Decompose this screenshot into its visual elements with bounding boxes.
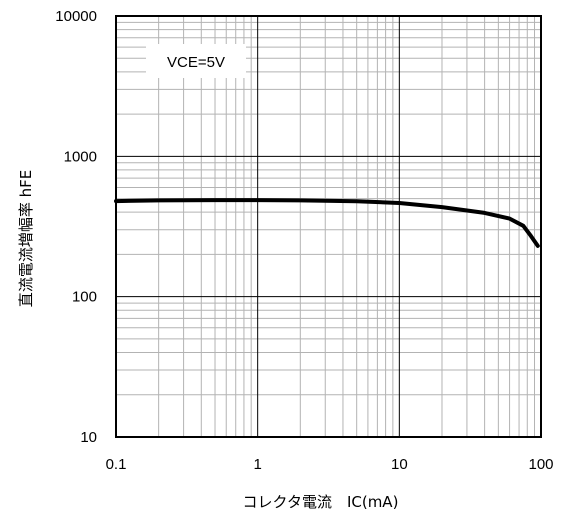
series-layer xyxy=(114,198,540,248)
annotation-label: VCE=5V xyxy=(167,54,225,71)
y-tick-label: 100 xyxy=(72,289,97,306)
plot-frame xyxy=(115,15,542,438)
x-axis-label: コレクタ電流 IC(mA) xyxy=(243,493,399,511)
y-tick-label: 10000 xyxy=(55,8,97,25)
x-tick-label: 100 xyxy=(528,456,553,473)
annotation-box: VCE=5V xyxy=(146,44,246,78)
x-tick-label: 10 xyxy=(391,456,408,473)
y-tick-labels: 10 100 1000 10000 xyxy=(55,8,97,446)
y-axis-label: 直流電流増幅率 hFE xyxy=(17,170,35,307)
major-grid xyxy=(116,16,541,437)
y-tick-label: 10 xyxy=(80,429,97,446)
series-line xyxy=(114,198,540,248)
x-tick-label: 1 xyxy=(253,456,261,473)
x-tick-labels: 0.1 1 10 100 xyxy=(106,456,554,473)
minor-grid xyxy=(116,16,541,437)
x-tick-label: 0.1 xyxy=(106,456,127,473)
y-tick-label: 1000 xyxy=(64,148,97,165)
